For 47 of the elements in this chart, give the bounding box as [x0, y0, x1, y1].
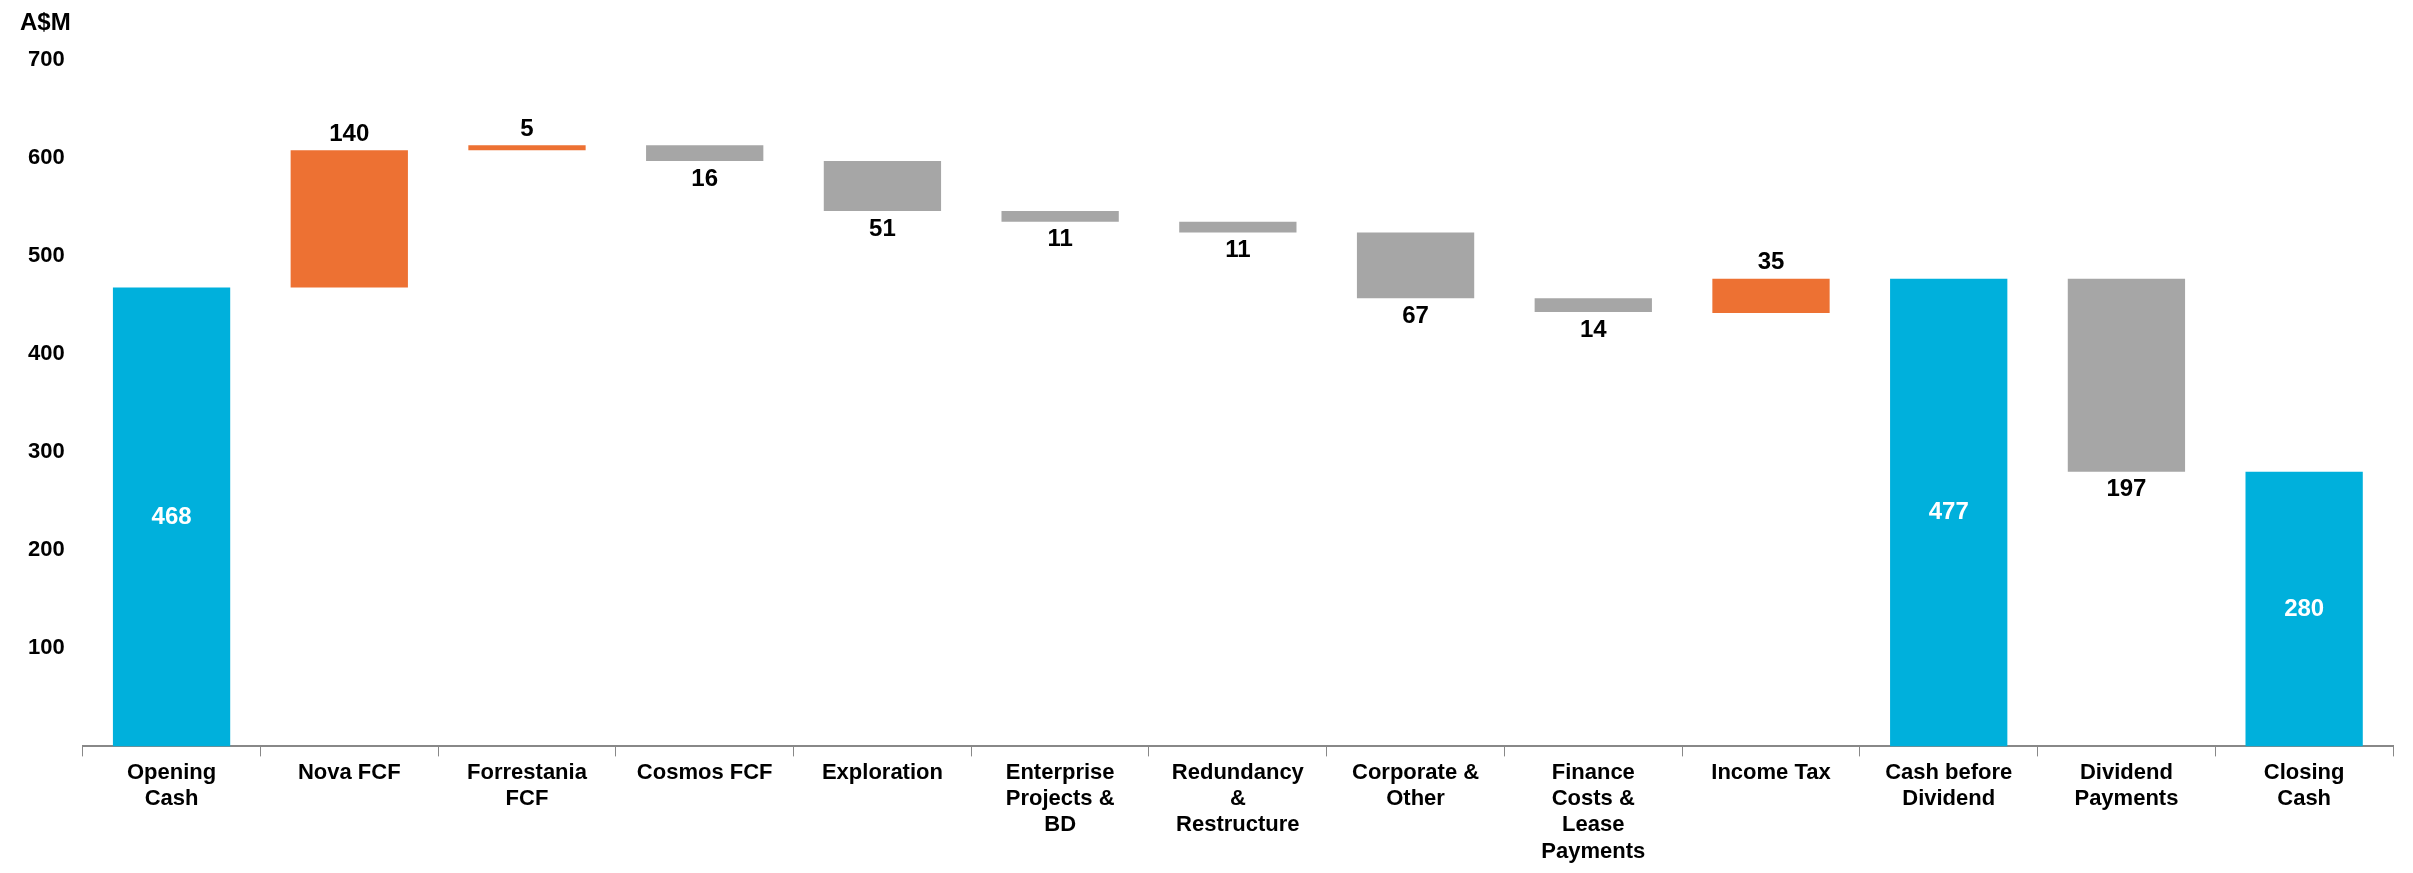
y-tick-label: 200 [27, 536, 65, 562]
data-label: 67 [1402, 300, 1429, 328]
x-tick-label: Enterprise Projects & BD [1005, 758, 1115, 837]
data-label: 14 [1579, 314, 1608, 342]
bar [290, 150, 408, 288]
bar [1356, 232, 1475, 299]
x-tick-label: Redundancy & Restructure [1171, 758, 1305, 837]
data-label: 35 [1757, 247, 1785, 275]
x-tick-label: Finance Costs & Lease Payments [1541, 758, 1646, 863]
bar [2245, 471, 2363, 747]
x-tick-label: Income Tax [1711, 758, 1832, 784]
y-tick-label: 400 [27, 340, 65, 366]
x-tick-label: Cash before Dividend [1885, 758, 2013, 811]
y-tick-label: 100 [27, 634, 65, 660]
data-label: 11 [1225, 235, 1251, 263]
bar [1179, 221, 1297, 233]
bar [468, 145, 586, 151]
bar [1534, 298, 1652, 313]
bar [646, 145, 764, 161]
x-tick-label: Nova FCF [297, 758, 401, 784]
x-tick-label: Forrestania FCF [467, 758, 588, 811]
bar [823, 161, 942, 212]
y-tick-label: 700 [27, 46, 65, 72]
data-label: 5 [520, 113, 534, 141]
bar [1001, 211, 1119, 222]
data-label: 11 [1047, 224, 1073, 252]
data-label: 477 [1928, 497, 1969, 525]
x-tick-label: Corporate & Other [1352, 758, 1480, 811]
data-label: 197 [2106, 474, 2147, 502]
bar [1890, 278, 2008, 747]
y-tick-label: 500 [27, 242, 65, 268]
data-label: 51 [869, 213, 896, 241]
bar [2067, 278, 2186, 472]
x-tick-label: Cosmos FCF [636, 758, 773, 784]
y-tick-label: 600 [27, 144, 65, 170]
y-tick-label: 300 [27, 438, 65, 464]
x-tick-label: Dividend Payments [2074, 758, 2179, 811]
y-axis-title: A$M [20, 8, 71, 36]
data-label: 16 [691, 163, 719, 191]
x-tick-label: Exploration [821, 758, 943, 784]
data-label: 468 [151, 501, 192, 529]
bar [1712, 278, 1830, 313]
x-tick-label: Closing Cash [2263, 758, 2345, 811]
x-tick-label: Opening Cash [126, 758, 217, 811]
bar [112, 287, 231, 747]
data-label: 140 [329, 118, 370, 146]
data-label: 280 [2284, 593, 2325, 621]
